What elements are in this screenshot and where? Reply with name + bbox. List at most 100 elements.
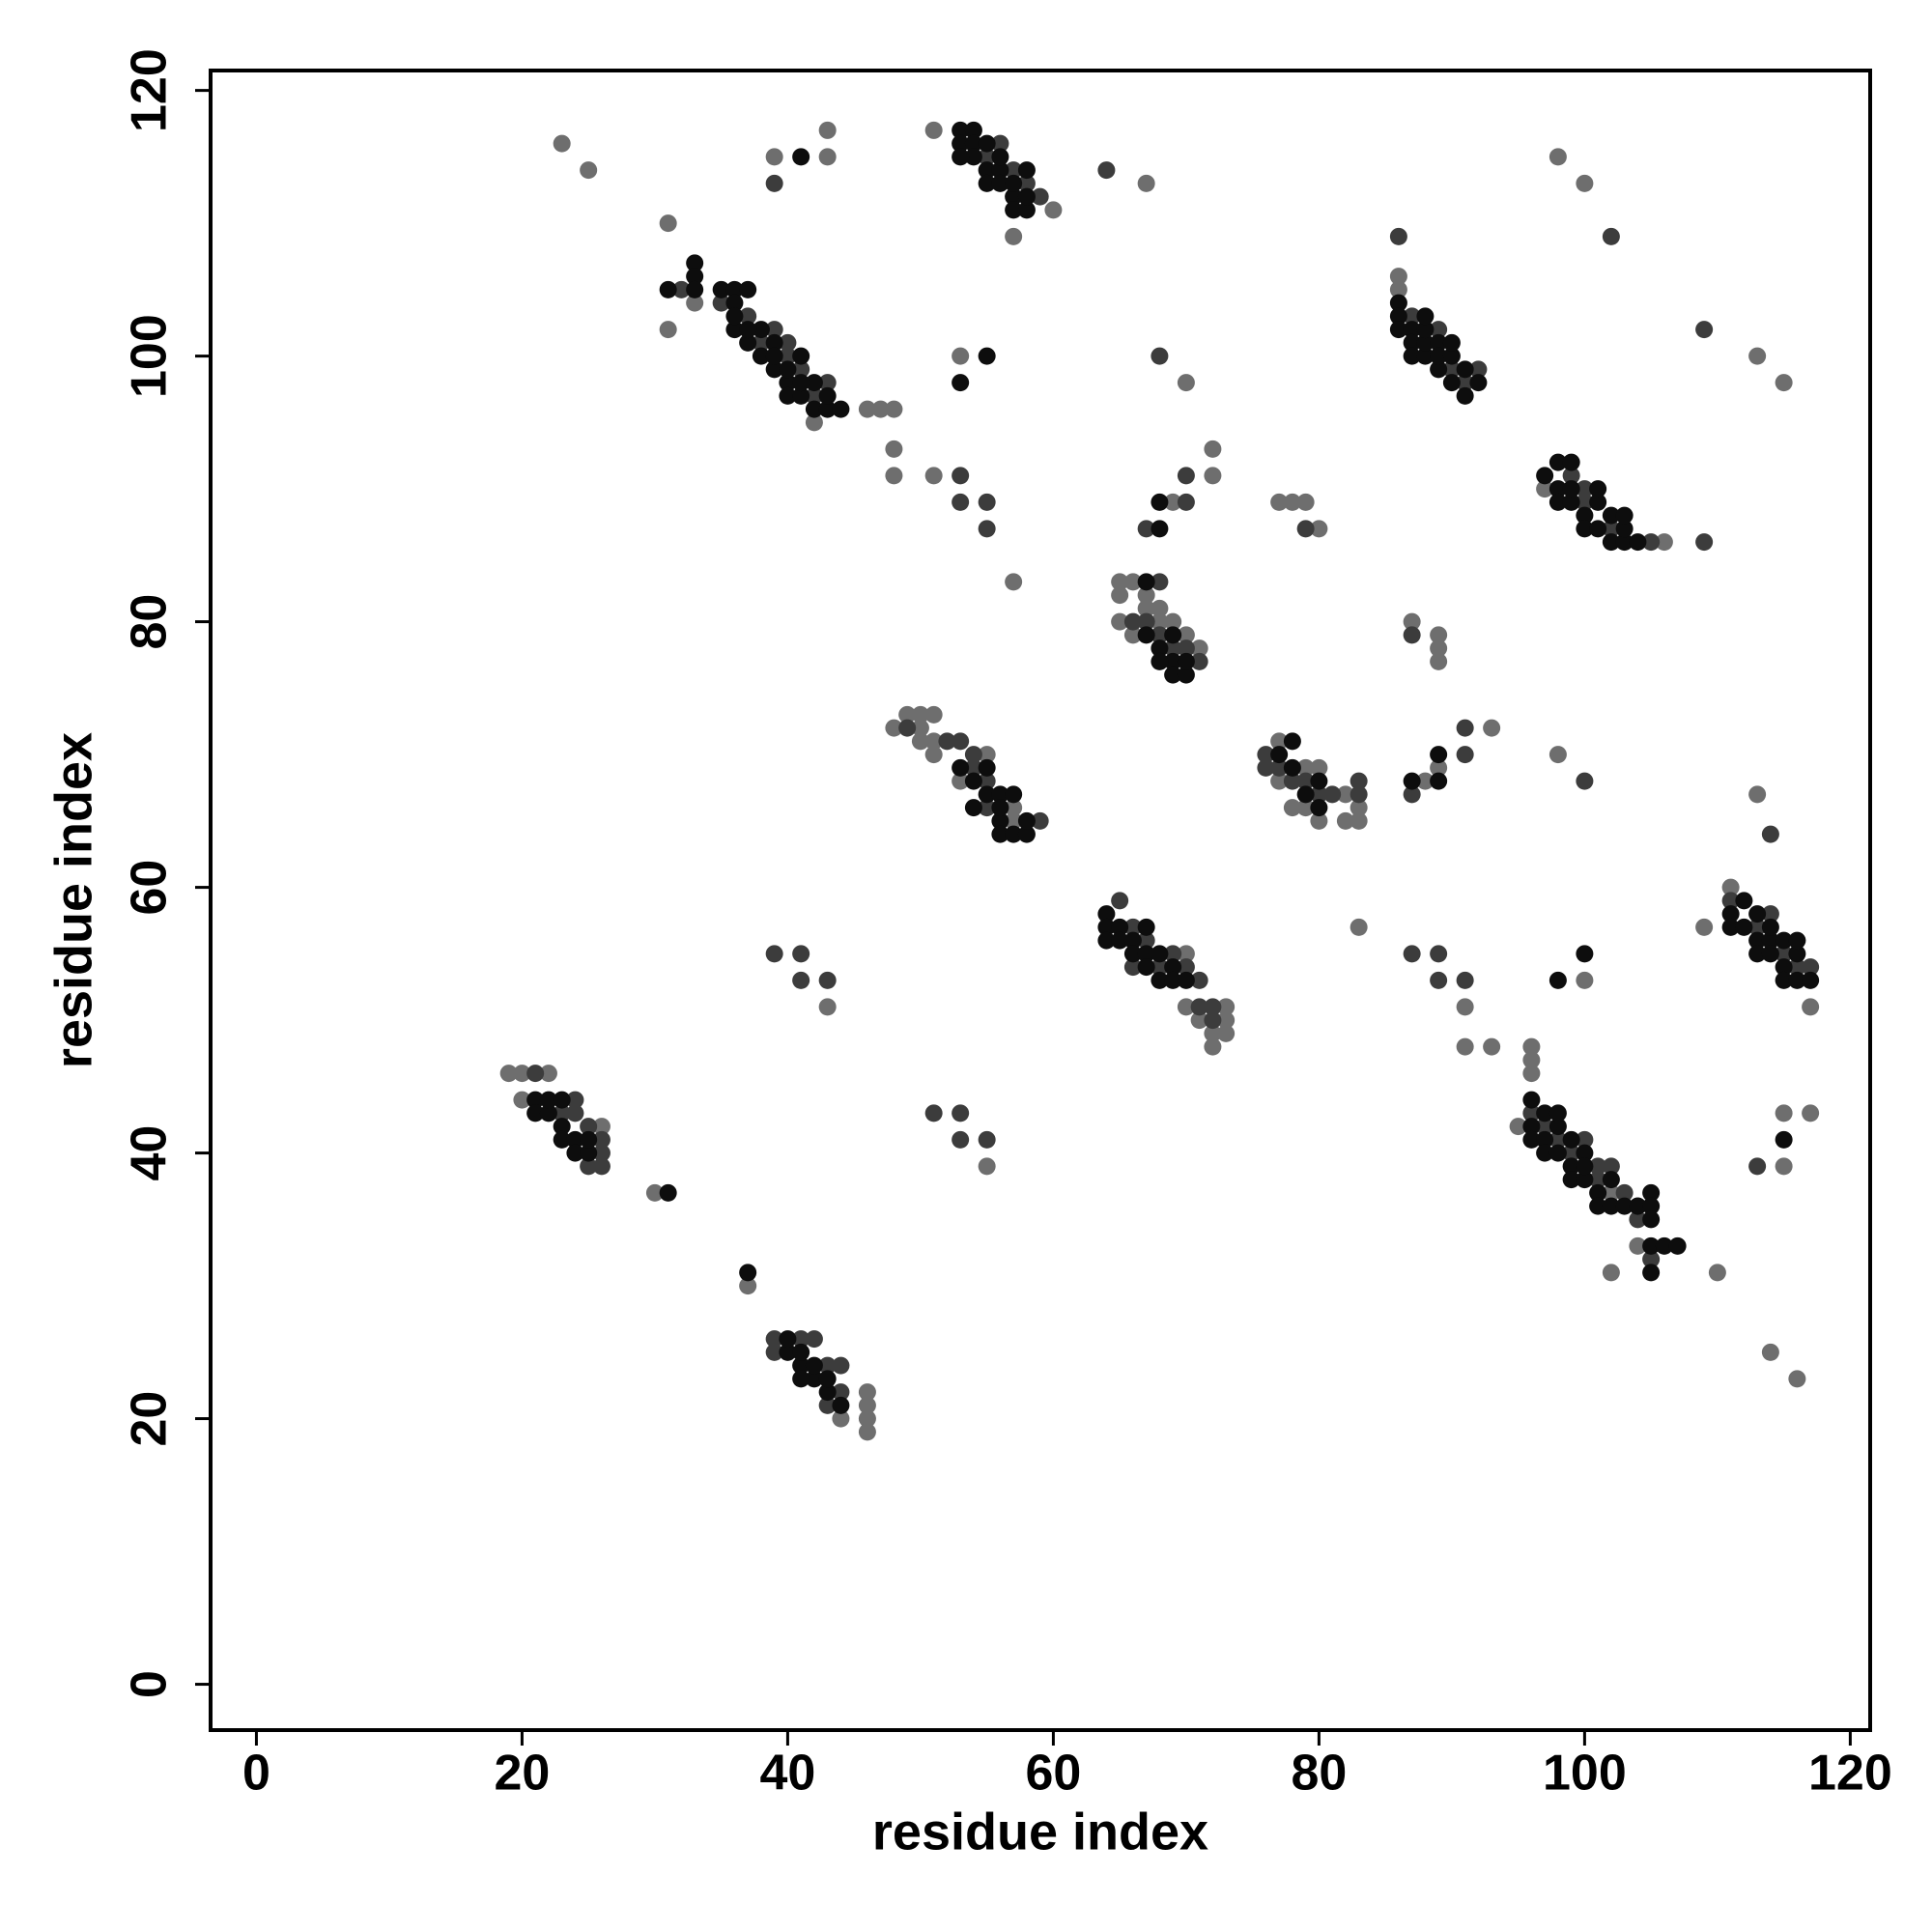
contact-point: [911, 732, 929, 751]
contact-point: [1164, 971, 1182, 989]
x-tick-label: 40: [759, 1746, 815, 1802]
contact-point: [779, 347, 797, 365]
contact-point: [792, 945, 810, 963]
contact-point: [1005, 785, 1023, 804]
contact-point: [779, 333, 797, 352]
contact-point: [978, 785, 996, 804]
contact-point: [672, 280, 691, 298]
contact-point: [1802, 998, 1820, 1016]
contact-point: [1430, 333, 1448, 352]
contact-point: [1548, 148, 1567, 166]
contact-point: [1257, 758, 1275, 777]
contact-point: [580, 1144, 598, 1162]
contact-point: [1044, 201, 1063, 219]
contact-point: [1721, 905, 1740, 923]
contact-point: [725, 294, 744, 312]
contact-point: [513, 1065, 531, 1083]
contact-point: [1310, 758, 1328, 777]
contact-point: [818, 1396, 837, 1414]
contact-point: [645, 1183, 664, 1202]
contact-point: [725, 321, 744, 339]
contact-point: [1655, 533, 1673, 552]
contact-point: [1576, 520, 1594, 538]
contact-point: [553, 1118, 571, 1136]
contact-point: [805, 386, 823, 405]
contact-point: [580, 1130, 598, 1149]
contact-point: [1430, 971, 1448, 989]
contact-point: [952, 772, 970, 790]
contact-point: [818, 386, 837, 405]
contact-point: [964, 121, 982, 139]
contact-point: [1748, 905, 1767, 923]
contact-point: [739, 280, 757, 298]
contact-point: [1177, 945, 1195, 963]
contact-point: [1137, 918, 1155, 936]
contact-point: [1629, 1210, 1647, 1229]
contact-point: [1442, 360, 1461, 379]
contact-point: [739, 1264, 757, 1282]
contact-point: [1430, 746, 1448, 764]
contact-point: [952, 134, 970, 153]
contact-point: [752, 321, 770, 339]
contact-point: [818, 400, 837, 418]
contact-point: [1430, 321, 1448, 339]
contact-point: [1123, 573, 1142, 591]
contact-point: [1602, 227, 1620, 245]
contact-point: [1536, 1130, 1554, 1149]
contact-point: [1430, 626, 1448, 644]
contact-point: [779, 1330, 797, 1349]
contact-point: [1204, 440, 1222, 458]
contact-point: [792, 1356, 810, 1375]
contact-point: [1721, 892, 1740, 910]
contact-point: [1310, 772, 1328, 790]
contact-point: [832, 1383, 850, 1402]
contact-point: [858, 1423, 876, 1441]
contact-point: [952, 732, 970, 751]
contact-point: [1097, 905, 1116, 923]
contact-point: [712, 294, 730, 312]
contact-point: [818, 1356, 837, 1375]
x-tick-label: 20: [495, 1746, 551, 1802]
contact-point: [513, 1091, 531, 1109]
contact-point: [1748, 1157, 1767, 1176]
contact-point: [1403, 772, 1421, 790]
contact-point: [1589, 1183, 1607, 1202]
contact-point: [952, 121, 970, 139]
contact-point: [1788, 1370, 1806, 1388]
contact-point: [1270, 746, 1289, 764]
contact-point: [1310, 811, 1328, 830]
contact-point: [1548, 746, 1567, 764]
contact-point: [978, 1130, 996, 1149]
contact-point: [1217, 1011, 1236, 1030]
contact-point: [1005, 825, 1023, 843]
contact-point: [1296, 493, 1315, 511]
contact-point: [1442, 333, 1461, 352]
y-tick-label: 20: [122, 1391, 178, 1447]
contact-point: [1310, 520, 1328, 538]
contact-point: [1589, 1171, 1607, 1189]
contact-point: [792, 360, 810, 379]
contact-point: [1111, 892, 1129, 910]
contact-point: [1416, 347, 1435, 365]
contact-point: [1111, 918, 1129, 936]
contact-point: [1548, 971, 1567, 989]
contact-point: [765, 148, 783, 166]
contact-point: [1204, 1037, 1222, 1056]
contact-point: [1442, 347, 1461, 365]
contact-point: [765, 945, 783, 963]
contact-point: [1151, 958, 1169, 977]
y-tick-label: 80: [122, 594, 178, 650]
contact-point: [1177, 958, 1195, 977]
contact-point: [1562, 1157, 1580, 1176]
contact-point: [1031, 187, 1049, 206]
contact-point: [805, 400, 823, 418]
contact-point: [686, 294, 704, 312]
contact-point: [1097, 931, 1116, 950]
contact-point: [911, 705, 929, 724]
contact-point: [885, 440, 903, 458]
contact-point: [1602, 1171, 1620, 1189]
contact-point: [553, 134, 571, 153]
contact-point: [805, 374, 823, 392]
contact-point: [1005, 573, 1023, 591]
contact-point: [978, 772, 996, 790]
